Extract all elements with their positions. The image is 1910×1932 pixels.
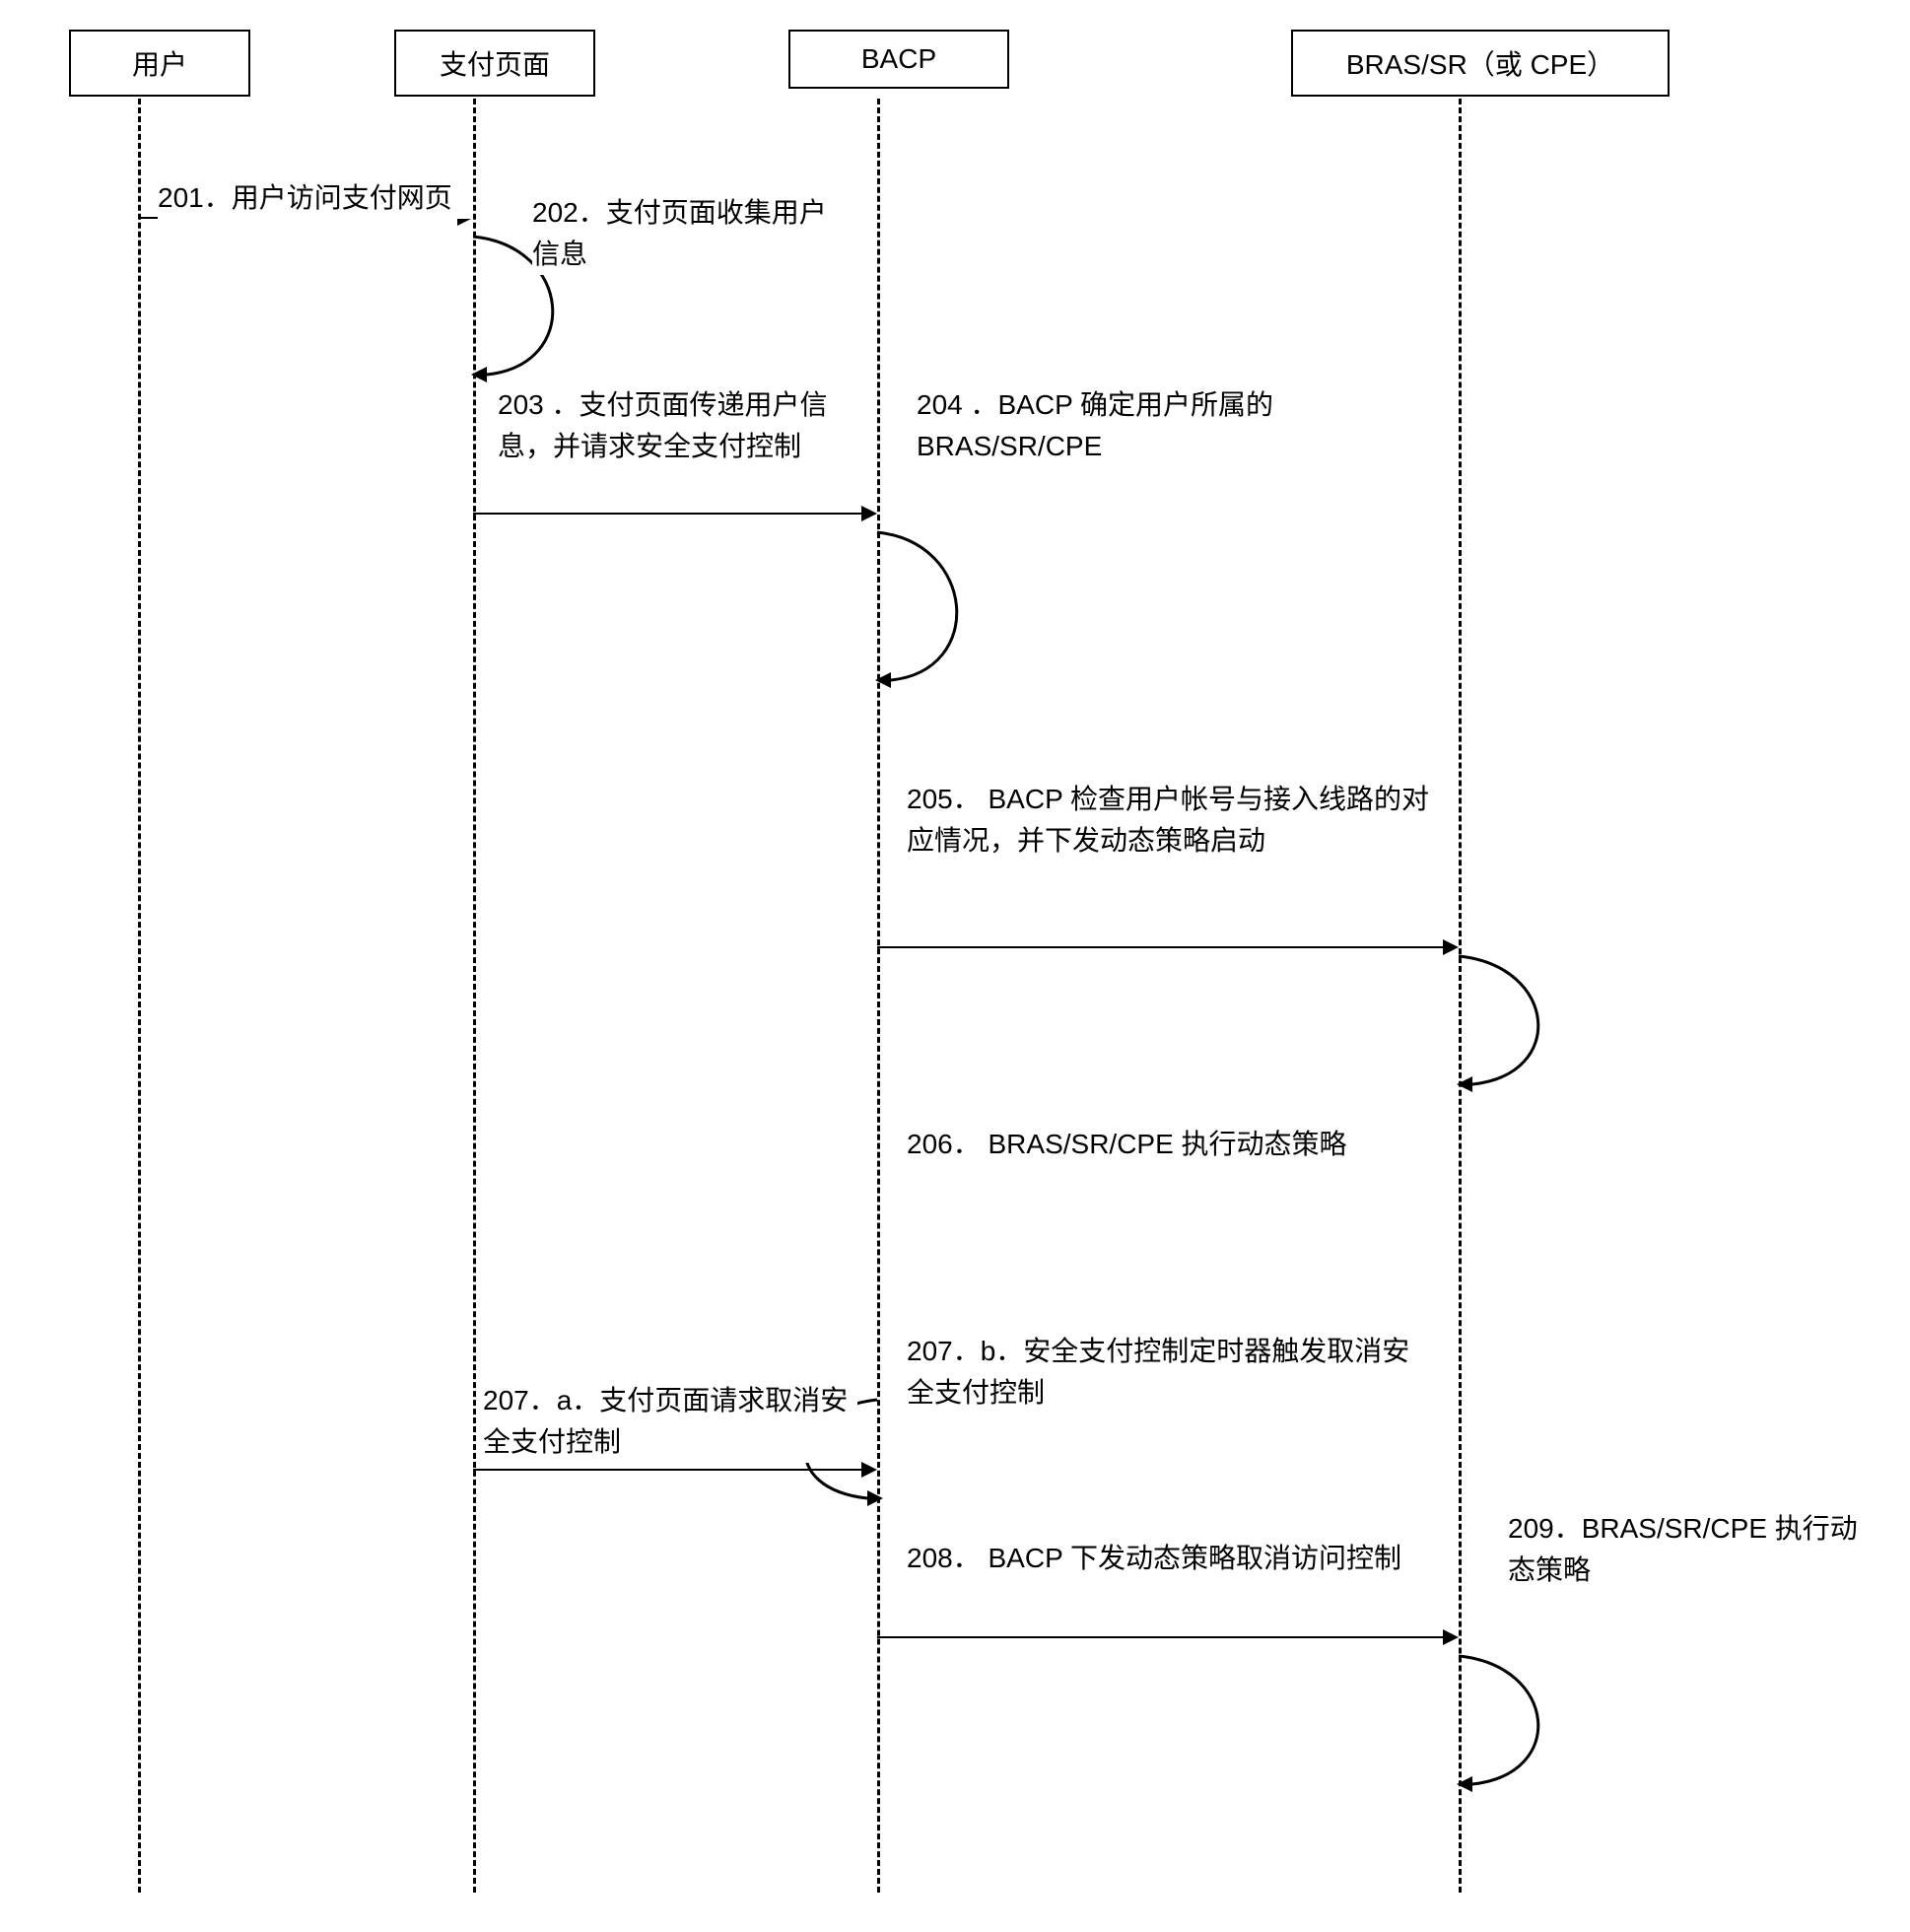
participant-bras: BRAS/SR（或 CPE）	[1291, 30, 1670, 97]
arrow-head-icon	[1443, 939, 1459, 955]
message-label: 201．用户访问支付网页	[158, 177, 473, 219]
message-arrow	[473, 513, 861, 515]
message-label: 205． BACP 检查用户帐号与接入线路的对应情况，并下发动态策略启动	[907, 779, 1439, 862]
participant-paypage: 支付页面	[394, 30, 595, 97]
message-label: 206． BRAS/SR/CPE 执行动态策略	[907, 1124, 1380, 1165]
arrow-head-icon	[861, 506, 877, 521]
message-label: 204 ．BACP 确定用户所属的 BRAS/SR/CPE	[917, 384, 1291, 467]
self-message-loop	[1459, 1656, 1587, 1804]
lifeline-bacp	[877, 99, 880, 1893]
participant-user: 用户	[69, 30, 250, 97]
self-message-loop	[877, 532, 1005, 700]
message-label: 207．b．安全支付控制定时器触发取消安全支付控制	[907, 1331, 1419, 1414]
arrow-head-icon	[861, 1462, 877, 1478]
participant-bacp: BACP	[788, 30, 1009, 89]
message-arrow	[877, 946, 1443, 948]
arrow-head-icon	[1443, 1629, 1459, 1645]
message-label: 203 ．支付页面传递用户信息，并请求安全支付控制	[498, 384, 853, 467]
message-arrow	[877, 1636, 1443, 1638]
message-label: 207．a．支付页面请求取消安全支付控制	[483, 1380, 857, 1463]
message-label: 208． BACP 下发动态策略取消访问控制	[907, 1538, 1419, 1579]
message-label: 202．支付页面收集用户信息	[532, 192, 848, 275]
message-arrow	[473, 1469, 861, 1471]
self-message-loop	[1459, 956, 1587, 1104]
message-label: 209．BRAS/SR/CPE 执行动态策略	[1508, 1508, 1863, 1591]
lifeline-user	[138, 99, 141, 1893]
